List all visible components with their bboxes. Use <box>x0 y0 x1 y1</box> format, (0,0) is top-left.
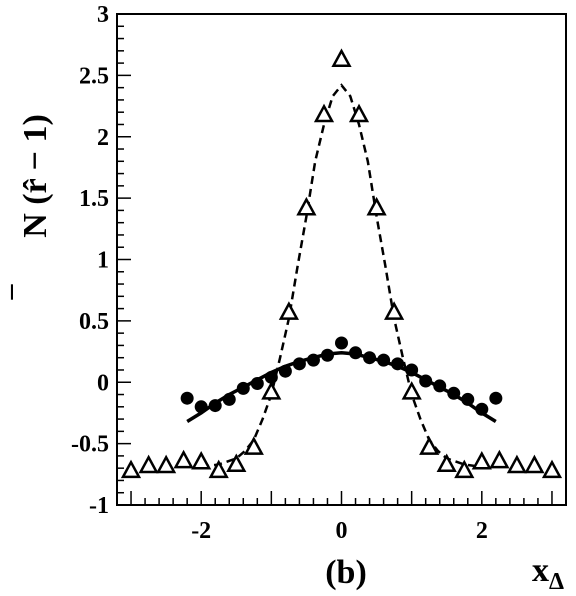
circle-marker <box>405 363 419 377</box>
x-tick-label: -2 <box>191 518 211 544</box>
circle-marker <box>250 376 264 390</box>
circle-marker <box>292 357 306 371</box>
circle-marker <box>278 364 292 378</box>
x-tick-label: 2 <box>476 518 488 544</box>
y-tick-label: -0.5 <box>71 432 109 458</box>
circle-marker <box>335 336 348 350</box>
triangle-marker <box>506 454 528 474</box>
triangle-marker <box>278 301 300 320</box>
circle-marker <box>475 402 489 416</box>
triangle-marker <box>401 381 422 400</box>
triangle-marker <box>155 454 177 474</box>
x-axis-title-subscript: Δ <box>549 569 564 595</box>
circle-marker <box>377 353 391 367</box>
circle-marker <box>363 351 377 365</box>
triangle-marker <box>383 301 405 320</box>
circle-marker <box>180 391 194 405</box>
circle-marker <box>194 400 208 414</box>
circle-marker <box>222 392 236 406</box>
circle-marker <box>391 357 405 371</box>
y-tick-label: 0 <box>97 370 109 396</box>
y-tick-label: 1 <box>97 248 109 274</box>
y-axis-title: N (r̂ − 1) <box>17 114 54 238</box>
solid-fit-curve <box>186 351 497 423</box>
triangle-marker <box>419 436 440 455</box>
y-tick-label: 2 <box>97 125 109 151</box>
triangle-marker <box>208 459 229 479</box>
triangle-marker <box>173 449 194 469</box>
triangle-marker <box>436 453 457 473</box>
dashed-fit-curve <box>201 83 482 469</box>
triangle-marker <box>366 196 387 216</box>
triangle-marker <box>331 48 352 67</box>
y-tick-label: 3 <box>97 2 109 28</box>
circle-marker <box>236 381 250 395</box>
triangle-marker <box>138 454 159 474</box>
triangle-marker <box>348 103 370 123</box>
panel-label: (b) <box>325 554 367 591</box>
circle-marker <box>264 370 278 384</box>
triangle-marker <box>191 450 212 470</box>
y-tick-label: 0.5 <box>79 309 109 335</box>
circle-marker <box>306 353 320 367</box>
y-axis-overbar: – <box>0 284 26 301</box>
triangle-marker <box>243 436 264 455</box>
circle-marker <box>489 391 503 405</box>
triangle-marker <box>226 453 247 473</box>
circle-marker <box>349 346 363 360</box>
triangle-marker <box>541 459 563 479</box>
triangle-marker <box>261 381 282 400</box>
triangle-marker <box>296 196 317 216</box>
triangle-marker <box>524 454 545 474</box>
circle-marker <box>419 374 433 388</box>
circle-marker <box>320 348 334 362</box>
circle-marker <box>433 379 447 393</box>
circle-marker <box>461 392 475 406</box>
circle-marker <box>208 399 222 413</box>
circle-marker <box>447 386 461 400</box>
triangle-marker <box>489 449 510 469</box>
triangle-marker <box>120 459 142 479</box>
y-tick-label: 1.5 <box>79 186 109 212</box>
y-tick-label: -1 <box>89 493 109 519</box>
plot-frame <box>116 13 567 506</box>
y-tick-label: 2.5 <box>79 63 109 89</box>
triangle-marker <box>471 450 492 470</box>
triangle-marker <box>454 459 475 479</box>
plot-area: 3 2.5 2 1.5 1 0.5 0 -0.5 -1 -2 0 2 <box>71 2 567 544</box>
x-axis-title-main: x <box>532 552 549 589</box>
x-tick-label: 0 <box>336 518 348 544</box>
triangle-marker <box>313 103 335 123</box>
x-axis-title: xΔ <box>532 552 564 595</box>
